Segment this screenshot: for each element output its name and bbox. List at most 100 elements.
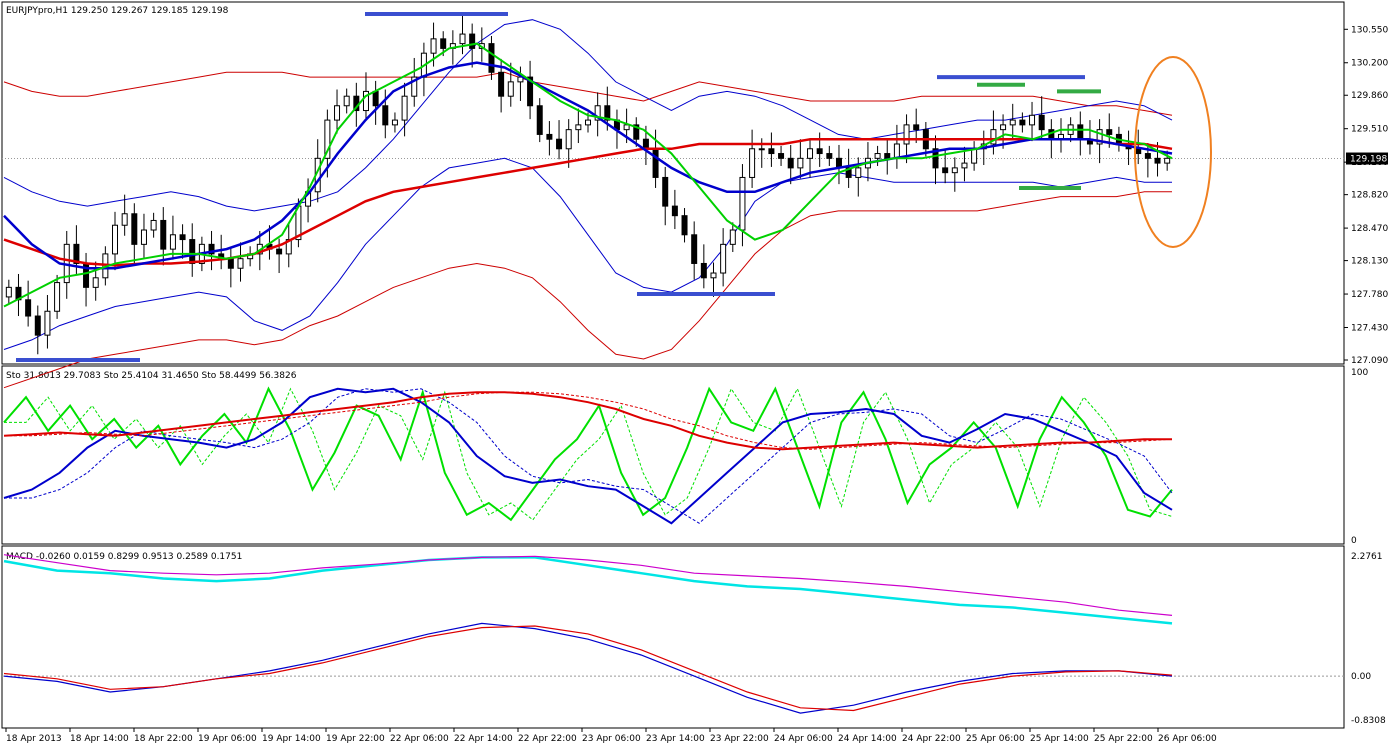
macd-panel-frame [1, 545, 1345, 729]
price-tick-label: 127.780 [1351, 290, 1388, 300]
moving-averages [3, 42, 1173, 308]
candle-body [826, 153, 833, 159]
candle-body [623, 124, 630, 131]
stochastic-panel-frame [1, 365, 1345, 545]
candle-body [1029, 114, 1036, 126]
price-tick-label: 129.510 [1351, 125, 1388, 135]
candle-body [585, 119, 591, 126]
candle-body [855, 167, 862, 178]
bollinger-outer-upper-line [3, 71, 1173, 116]
macd-panel-title: MACD -0.0260 0.0159 0.8299 0.9513 0.2589… [6, 552, 242, 562]
candle-body [208, 243, 215, 255]
candle-body [961, 162, 968, 169]
time-tick-label: 25 Apr 14:00 [1030, 734, 1089, 744]
candle-body [1019, 119, 1026, 126]
ma-red-line [3, 137, 1173, 267]
stochastic-tick-label: 100 [1351, 368, 1368, 378]
candle-body [54, 282, 61, 312]
candle-body [691, 234, 698, 264]
candle-body [1154, 157, 1161, 164]
candle-body [498, 71, 505, 97]
candle-body [131, 213, 138, 245]
candle-body [758, 148, 765, 151]
price-tick-label: 127.090 [1351, 356, 1388, 366]
candle-body [112, 224, 119, 255]
stochastic-panel-title: Sto 31.8013 29.7083 Sto 25.4104 31.4650 … [6, 371, 297, 381]
time-tick-label: 23 Apr 06:00 [582, 734, 641, 744]
candle-body [1077, 124, 1084, 140]
candle-body [778, 153, 785, 159]
candle-body [1009, 119, 1016, 126]
macd-line [3, 556, 1173, 625]
candle-body [1144, 153, 1151, 159]
candle-body [594, 105, 601, 121]
candle-body [884, 153, 891, 159]
candle-body [44, 310, 51, 336]
level-markers [16, 12, 1101, 362]
candle-body [401, 95, 408, 121]
candle-body [140, 229, 147, 245]
time-tick-label: 24 Apr 06:00 [774, 734, 833, 744]
price-tick-label: 128.820 [1351, 191, 1388, 201]
time-tick-label: 26 Apr 06:00 [1158, 734, 1217, 744]
current-price-box [1346, 152, 1388, 165]
candle-body [440, 38, 447, 49]
candle-body [681, 215, 688, 236]
candle-body [276, 248, 283, 255]
stochastic-y-axis: 100 0 [1351, 368, 1368, 546]
current-price-text: 129.198 [1350, 155, 1387, 165]
macd-line [3, 554, 1173, 616]
candle-body [749, 148, 756, 178]
candle-body [488, 43, 495, 73]
candle-body [729, 229, 736, 245]
candle-body [411, 76, 418, 97]
candle-body [990, 129, 997, 145]
stochastic-series [3, 386, 1173, 525]
time-tick-label: 24 Apr 14:00 [838, 734, 897, 744]
candle-body [913, 124, 920, 131]
price-panel-title: EURJPYpro,H1 129.250 129.267 129.185 129… [6, 6, 229, 16]
time-tick-label: 23 Apr 14:00 [646, 734, 705, 744]
time-tick-label: 18 Apr 2013 [6, 734, 62, 744]
stochastic-line [3, 387, 1173, 525]
candle-body [150, 219, 157, 231]
time-tick-label: 19 Apr 14:00 [262, 734, 321, 744]
time-tick-label: 25 Apr 22:00 [1094, 734, 1153, 744]
candle-body [739, 176, 746, 231]
candle-body [874, 153, 881, 159]
candle-body [73, 243, 80, 264]
candle-body [942, 167, 949, 174]
time-tick-label: 22 Apr 06:00 [390, 734, 449, 744]
candle-body [720, 243, 727, 274]
candle-body [546, 133, 553, 140]
candle-body [391, 119, 398, 126]
candle-body [1106, 129, 1113, 135]
candle-body [324, 119, 331, 159]
candle-body [372, 90, 379, 107]
candle-body [797, 157, 804, 169]
candle-body [343, 95, 350, 107]
candle-body [25, 299, 32, 317]
macd-series [3, 554, 1173, 714]
candle-body [5, 286, 12, 298]
price-y-axis: 130.550130.200129.860129.510129.160128.8… [1344, 25, 1388, 366]
stochastic-tick-label: 0 [1351, 536, 1357, 546]
candle-body [768, 148, 775, 155]
stochastic-signal-line [4, 391, 1173, 450]
macd-tick-label: 2.2761 [1351, 552, 1383, 562]
candle-body [1000, 124, 1007, 131]
candle-body [671, 205, 678, 217]
candle-body [169, 234, 176, 250]
stochastic-line [3, 386, 1173, 522]
candle-body [845, 167, 852, 178]
ma-green-line [3, 42, 1173, 308]
candle-body [237, 258, 244, 269]
price-panel-frame [1, 1, 1345, 365]
stochastic-signal-line [4, 387, 1173, 521]
time-tick-label: 25 Apr 06:00 [966, 734, 1025, 744]
candle-body [160, 219, 167, 250]
candle-body [227, 258, 234, 269]
candle-body [334, 105, 341, 121]
candle-body [1135, 148, 1142, 155]
